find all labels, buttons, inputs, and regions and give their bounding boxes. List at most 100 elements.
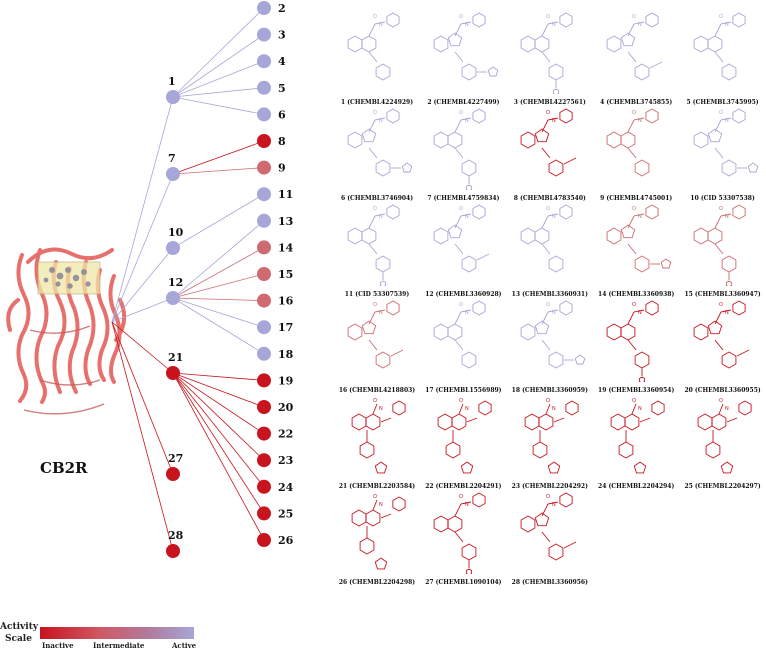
leaf-label-13: 13 <box>278 215 293 228</box>
structure-drawing: ON <box>524 398 579 474</box>
edge-1-5 <box>172 87 265 98</box>
svg-text:O: O <box>632 398 636 404</box>
edge-21-25 <box>172 372 265 514</box>
edge-1-4 <box>172 60 265 98</box>
leaf-label-17: 17 <box>278 321 293 334</box>
leaf-label-26: 26 <box>278 534 294 547</box>
leaf-node-6 <box>257 107 271 122</box>
compound-caption: 16 (CHEMBL4218803) <box>338 387 416 394</box>
svg-text:O: O <box>546 110 550 116</box>
compound-12: O N 12 (CHEMBL3360928) <box>420 198 506 298</box>
structure-drawing: ON <box>434 300 486 369</box>
svg-text:O: O <box>719 110 723 116</box>
leaf-node-23 <box>257 453 271 468</box>
leaf-node-18 <box>257 346 271 361</box>
svg-text:N: N <box>638 310 642 316</box>
svg-text:N: N <box>465 118 469 124</box>
svg-text:O: O <box>373 206 377 212</box>
svg-text:N: N <box>465 22 469 28</box>
scale-intermediate-label: Intermediate <box>93 641 145 650</box>
leaf-label-2: 2 <box>278 2 286 15</box>
svg-text:O: O <box>719 14 723 20</box>
compound-15: O N 15 (CHEMBL3360947) <box>680 198 766 298</box>
svg-text:N: N <box>638 22 642 28</box>
compound-caption: 14 (CHEMBL3360938) <box>598 291 675 298</box>
activity-scale: Activity Scale Inactive Intermediate Act… <box>0 620 200 650</box>
compound-13: O N 13 (CHEMBL3360931) <box>507 198 593 298</box>
structure-drawing: ON <box>347 108 413 177</box>
structure-drawing: ON <box>434 204 490 273</box>
leaf-label-11: 11 <box>278 188 293 201</box>
compound-caption: 24 (CHEMBL2204294) <box>598 483 675 490</box>
svg-text:O: O <box>719 206 723 212</box>
leaf-label-18: 18 <box>278 348 294 361</box>
leaf-label-3: 3 <box>278 29 286 42</box>
scale-title: Activity <box>0 622 39 632</box>
edge-12-14 <box>172 247 265 299</box>
edge-root-28 <box>111 321 174 552</box>
svg-text:N: N <box>638 118 642 124</box>
structure-drawing: ON <box>520 204 573 273</box>
hub-label-7: 7 <box>168 152 176 165</box>
compound-18: O N 18 (CHEMBL3360959) <box>507 294 593 394</box>
hub-node-21 <box>166 366 180 380</box>
svg-text:O: O <box>459 302 463 308</box>
compound-caption: 4 (CHEMBL3745855) <box>600 99 673 106</box>
svg-text:O: O <box>632 206 636 212</box>
svg-text:O: O <box>546 398 550 404</box>
svg-text:O: O <box>373 494 377 500</box>
hub-node-12 <box>166 291 180 305</box>
edge-1-6 <box>172 96 265 115</box>
structure-drawing: ON <box>520 12 573 94</box>
svg-text:N: N <box>379 118 383 124</box>
leaf-label-20: 20 <box>278 401 294 414</box>
compound-24: O N 24 (CHEMBL2204294) <box>593 390 679 490</box>
compound-17: O N 17 (CHEMBL1556989) <box>420 294 506 394</box>
svg-text:O: O <box>373 110 377 116</box>
compound-caption: 9 (CHEMBL4745001) <box>600 195 673 202</box>
structure-drawing: ON <box>606 108 659 177</box>
compound-caption: 13 (CHEMBL3360931) <box>511 291 588 298</box>
compound-22: O N 22 (CHEMBL2204291) <box>420 390 506 490</box>
compound-21: O N 21 (CHEMBL2203584) <box>334 390 420 490</box>
hub-label-10: 10 <box>168 226 184 239</box>
leaf-label-16: 16 <box>278 295 294 308</box>
leaf-label-14: 14 <box>278 241 294 254</box>
leaf-node-2 <box>257 1 271 15</box>
svg-text:O: O <box>459 110 463 116</box>
compound-caption: 10 (CID 53307538) <box>690 195 755 202</box>
leaf-label-15: 15 <box>278 268 293 281</box>
leaf-node-9 <box>257 160 271 175</box>
compound-caption: 17 (CHEMBL1556989) <box>425 387 502 394</box>
structure-drawing: ON <box>438 398 492 474</box>
compound-10: O N 10 (CID 53307538) <box>680 102 766 202</box>
leaf-node-11 <box>257 187 271 202</box>
svg-text:O: O <box>459 206 463 212</box>
edge-21-20 <box>172 372 265 408</box>
hub-label-27: 27 <box>168 452 183 465</box>
leaf-node-13 <box>257 213 271 228</box>
scale-active-label: Active <box>172 641 197 650</box>
compound-caption: 27 (CHEMBL1090104) <box>425 579 502 586</box>
hub-label-28: 28 <box>168 529 184 542</box>
svg-text:N: N <box>379 214 383 220</box>
leaf-label-24: 24 <box>278 481 294 494</box>
cb2r-protein-structure <box>6 247 127 415</box>
leaf-node-25 <box>257 506 271 521</box>
structure-drawing: ON <box>520 492 576 561</box>
edge-21-24 <box>172 372 265 488</box>
svg-text:O: O <box>459 494 463 500</box>
leaf-label-6: 6 <box>278 108 286 121</box>
compound-28: O N 28 (CHEMBL3360956) <box>507 486 593 586</box>
edge-12-17 <box>172 297 265 328</box>
svg-text:N: N <box>552 406 556 412</box>
leaf-node-22 <box>257 426 271 441</box>
edge-21-19 <box>172 372 265 381</box>
compound-16: O N 16 (CHEMBL4218803) <box>334 294 420 394</box>
svg-text:N: N <box>552 310 556 316</box>
compound-25: O N 25 (CHEMBL2204297) <box>680 390 766 490</box>
